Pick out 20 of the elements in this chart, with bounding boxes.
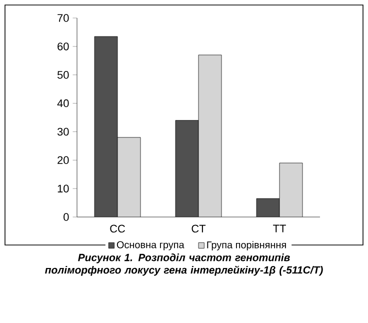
legend-label: Основна група (116, 241, 184, 250)
y-tick-label: 20 (58, 156, 69, 164)
bar (279, 162, 303, 217)
y-tick-label: 60 (58, 42, 69, 50)
y-tick-label: 30 (57, 128, 69, 136)
y-tick-label: 70 (58, 14, 69, 22)
bar (94, 36, 118, 217)
y-tick-label: 50 (57, 70, 69, 79)
bar (198, 54, 222, 217)
legend-label: Група порівняння (207, 241, 286, 250)
y-tick-label: 0 (64, 213, 69, 221)
bar (176, 120, 199, 217)
bar (118, 137, 140, 217)
y-tick-label: 40 (57, 99, 69, 108)
x-tick-label: TT (273, 224, 286, 232)
x-tick-label: CT (192, 224, 206, 233)
x-tick-label: CC (110, 224, 125, 233)
y-tick-label: 10 (58, 184, 69, 192)
bar (256, 198, 280, 217)
text: Рисунок 1. Розподіл частот генотипів поліморфного локусу гена інтерлейкіну-1β (-511C/T) (45, 254, 323, 276)
